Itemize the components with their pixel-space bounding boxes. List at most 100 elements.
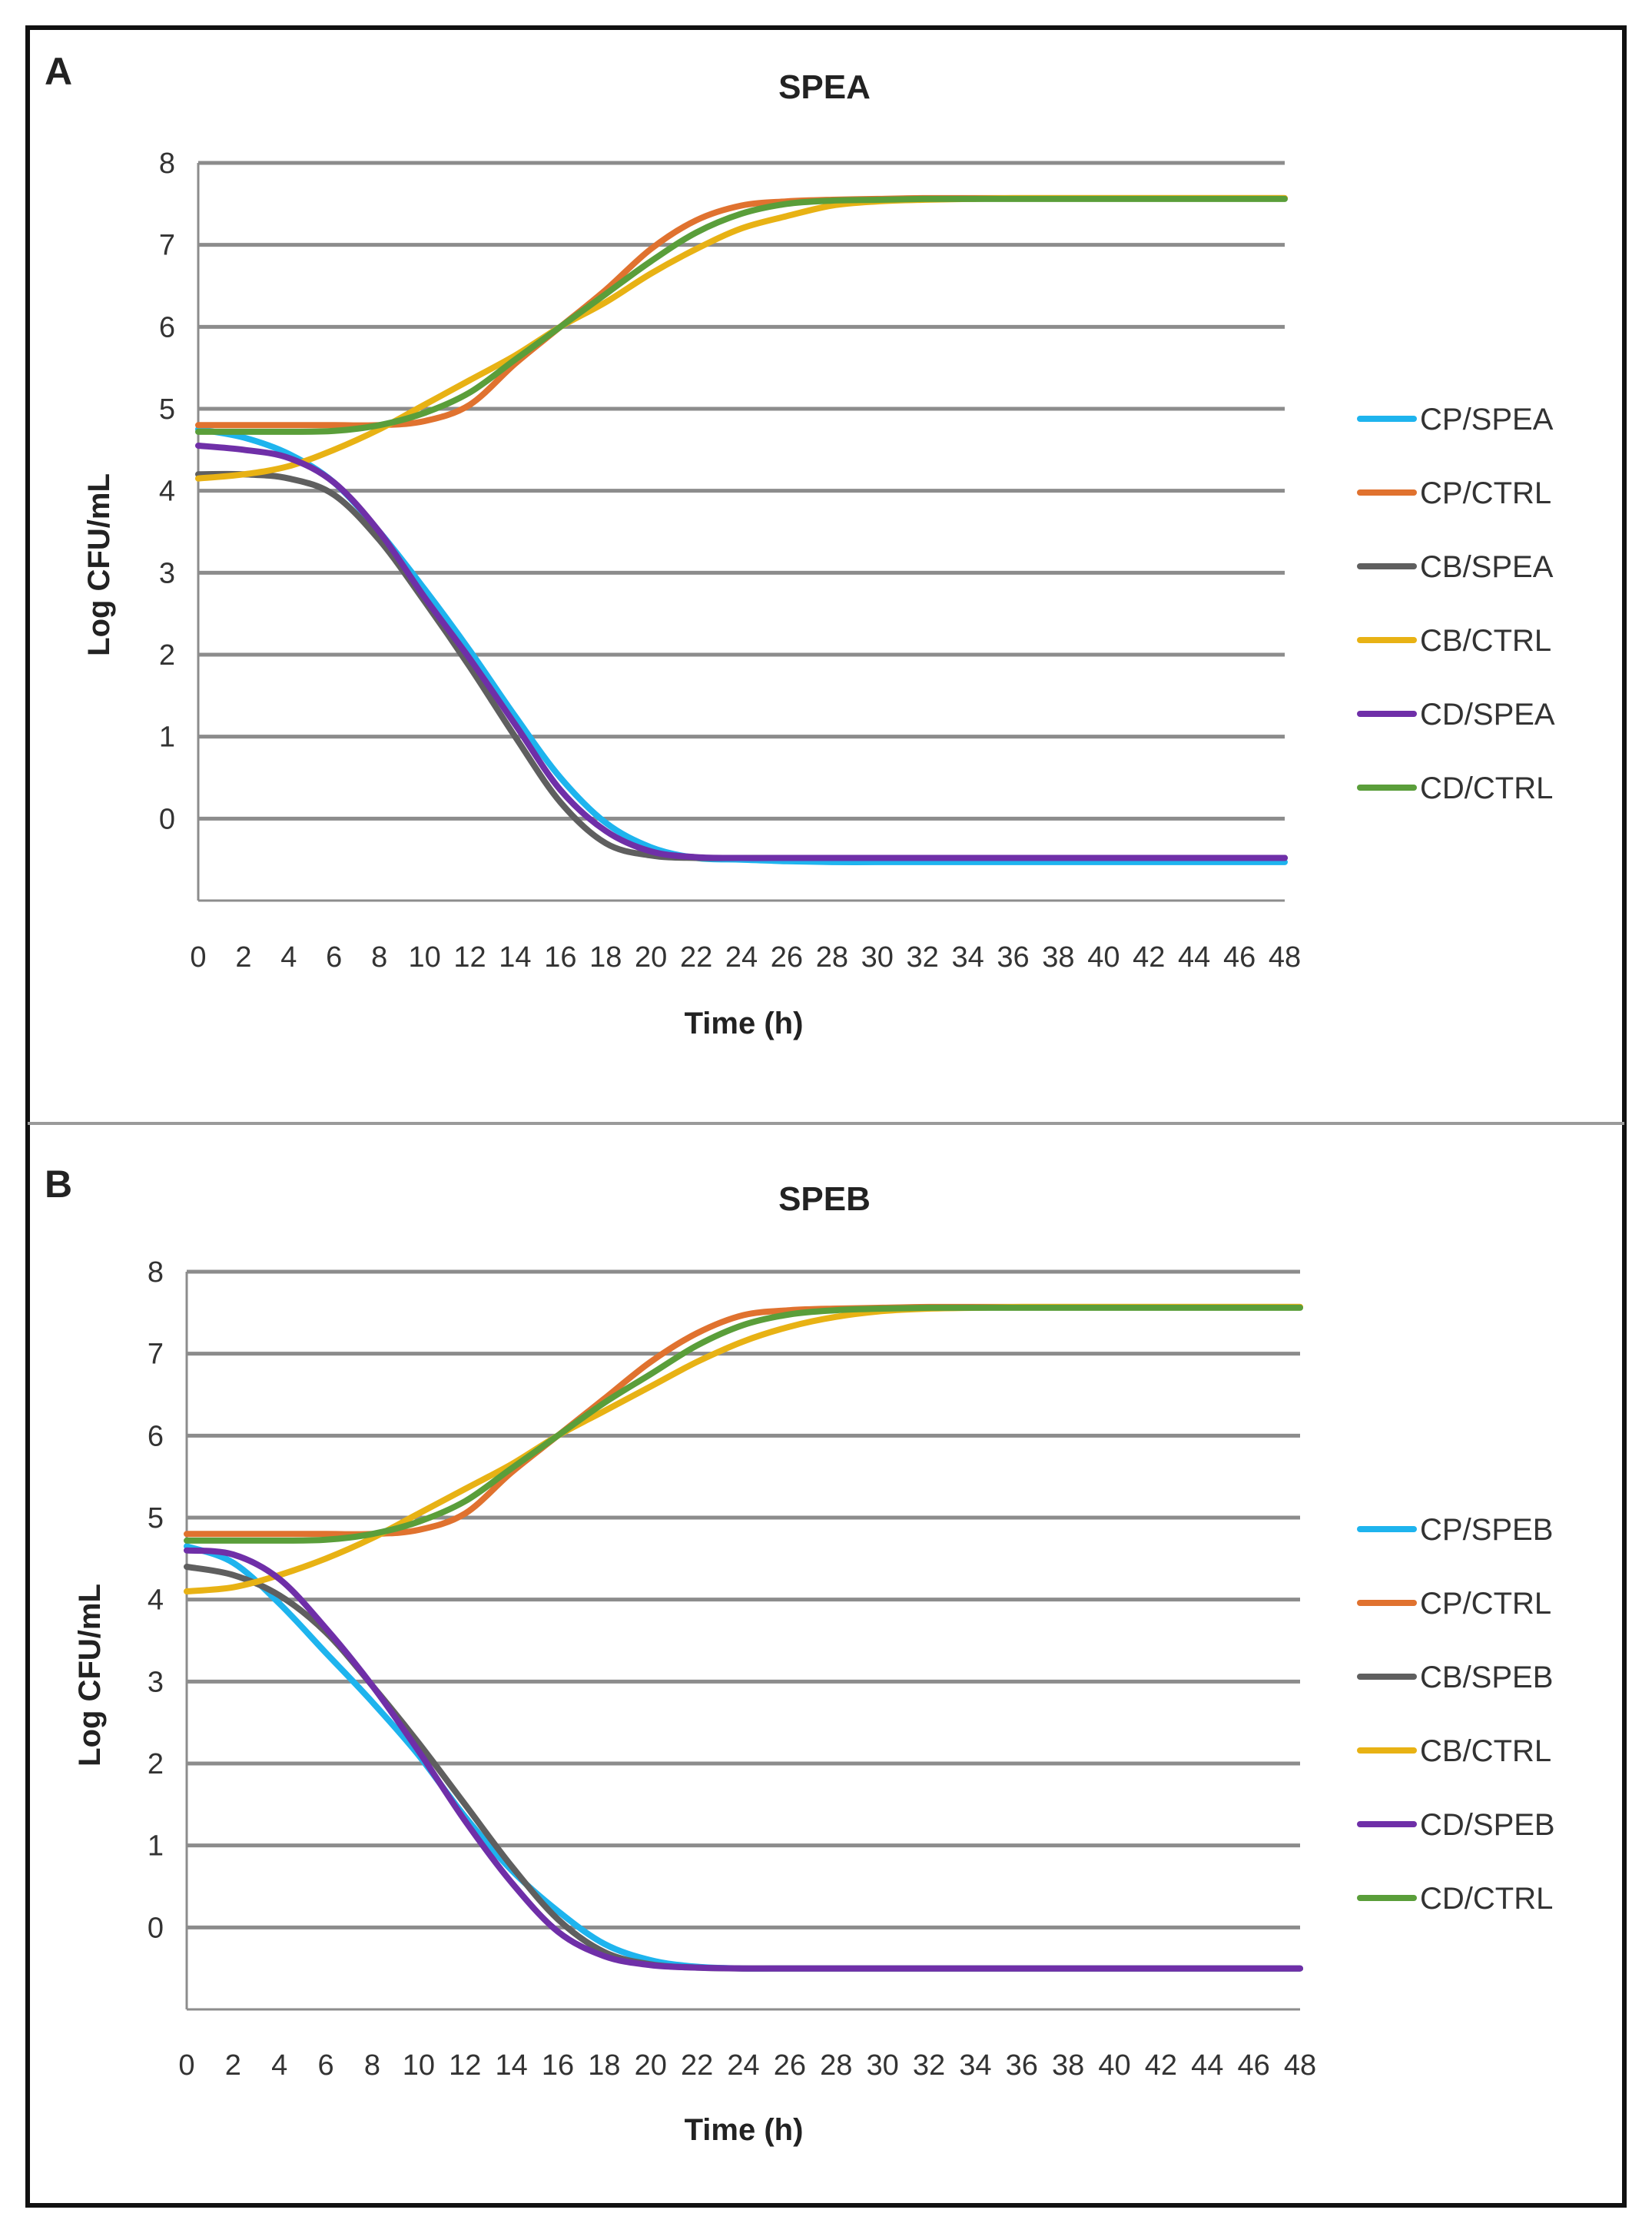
series-line-cd-spea bbox=[195, 443, 1288, 861]
legend-label: CD/SPEA bbox=[1420, 698, 1555, 732]
x-tick-label: 18 bbox=[589, 941, 622, 974]
x-tick-label: 44 bbox=[1178, 941, 1210, 974]
legend: CP/SPEB CP/CTRL CB/SPEB CB/CTRL CD/SPEB CD/CT… bbox=[1357, 1513, 1555, 1916]
y-tick-label: 0 bbox=[148, 1912, 164, 1944]
x-tick-label: 28 bbox=[816, 941, 848, 974]
y-tick-label: 4 bbox=[159, 476, 175, 508]
x-tick-label: 2 bbox=[225, 2049, 241, 2082]
legend-label: CD/CTRL bbox=[1420, 771, 1553, 805]
x-tick-label: 46 bbox=[1237, 2049, 1269, 2082]
legend: CP/SPEA CP/CTRL CB/SPEA CB/CTRL CD/SPEA CD/CT… bbox=[1357, 403, 1555, 805]
x-tick-label: 10 bbox=[408, 941, 440, 974]
series-line-cd-speb bbox=[184, 1547, 1303, 1972]
x-tick-label: 14 bbox=[495, 2049, 527, 2082]
legend-label: CB/CTRL bbox=[1420, 624, 1551, 658]
series-line-cb-ctrl bbox=[184, 1303, 1303, 1594]
x-tick-label: 46 bbox=[1223, 941, 1256, 974]
y-tick-label: 0 bbox=[159, 803, 175, 835]
x-tick-label: 0 bbox=[190, 941, 206, 974]
x-axis-label: Time (h) bbox=[685, 2113, 804, 2147]
x-tick-label: 26 bbox=[774, 2049, 806, 2082]
x-tick-labels: 0 2 4 6 8 10 12 14 16 18 20 22 24 26 28 30 32 34 36 38 40 42 4… bbox=[178, 2049, 1316, 2082]
series-line-cd-ctrl bbox=[195, 195, 1288, 435]
x-tick-label: 24 bbox=[727, 2049, 759, 2082]
series-line-cb-ctrl bbox=[195, 194, 1288, 482]
y-tick-label: 1 bbox=[159, 722, 175, 754]
series-line-cp-speb bbox=[184, 1543, 1303, 1972]
x-tick-label: 4 bbox=[271, 2049, 287, 2082]
series-line-cp-ctrl bbox=[195, 194, 1288, 429]
x-tick-label: 18 bbox=[588, 2049, 620, 2082]
x-tick-label: 0 bbox=[178, 2049, 194, 2082]
x-tick-label: 6 bbox=[318, 2049, 334, 2082]
legend-label: CB/SPEB bbox=[1420, 1661, 1553, 1694]
x-tick-label: 6 bbox=[326, 941, 342, 974]
x-tick-label: 36 bbox=[997, 941, 1029, 974]
y-tick-label: 2 bbox=[159, 639, 175, 672]
x-tick-label: 16 bbox=[544, 941, 576, 974]
x-tick-label: 32 bbox=[913, 2049, 945, 2082]
gridlines bbox=[187, 1269, 1300, 1929]
x-tick-label: 32 bbox=[907, 941, 939, 974]
x-tick-label: 26 bbox=[771, 941, 803, 974]
y-tick-label: 7 bbox=[148, 1339, 164, 1371]
y-tick-labels: 0 1 2 3 4 5 6 7 8 bbox=[159, 148, 175, 835]
panel-label: B bbox=[45, 1163, 72, 1206]
legend-label: CP/SPEA bbox=[1420, 403, 1554, 436]
x-tick-label: 22 bbox=[680, 941, 712, 974]
x-tick-label: 44 bbox=[1191, 2049, 1223, 2082]
y-tick-label: 6 bbox=[159, 311, 175, 343]
y-tick-label: 4 bbox=[148, 1584, 164, 1617]
y-axis-label: Log CFU/mL bbox=[73, 1584, 107, 1767]
x-tick-label: 10 bbox=[403, 2049, 435, 2082]
x-axis-label: Time (h) bbox=[685, 1007, 804, 1040]
x-tick-label: 38 bbox=[1042, 941, 1074, 974]
y-tick-label: 5 bbox=[148, 1502, 164, 1535]
x-tick-label: 34 bbox=[951, 941, 984, 974]
x-tick-label: 8 bbox=[364, 2049, 380, 2082]
series-line-cb-speb bbox=[184, 1564, 1303, 1972]
chart-title: SPEA bbox=[778, 68, 871, 106]
figure-frame bbox=[25, 25, 1627, 2208]
axes bbox=[197, 163, 1285, 902]
y-tick-label: 1 bbox=[148, 1830, 164, 1863]
legend-label: CD/SPEB bbox=[1420, 1808, 1555, 1842]
legend-label: CD/CTRL bbox=[1420, 1882, 1553, 1916]
chart-title: SPEB bbox=[778, 1180, 871, 1218]
legend-label: CP/CTRL bbox=[1420, 1587, 1551, 1621]
y-tick-label: 8 bbox=[159, 148, 175, 180]
x-tick-label: 48 bbox=[1284, 2049, 1316, 2082]
plot-series bbox=[184, 1303, 1303, 1972]
series-line-cp-spea bbox=[195, 426, 1288, 865]
x-tick-label: 12 bbox=[453, 941, 486, 974]
plot-series bbox=[195, 194, 1288, 865]
y-tick-labels: 0 1 2 3 4 5 6 7 8 bbox=[148, 1256, 164, 1944]
x-tick-label: 40 bbox=[1087, 941, 1120, 974]
y-tick-label: 3 bbox=[159, 557, 175, 589]
x-tick-label: 42 bbox=[1145, 2049, 1177, 2082]
x-tick-label: 48 bbox=[1269, 941, 1301, 974]
legend-label: CB/SPEA bbox=[1420, 550, 1554, 584]
legend-label: CB/CTRL bbox=[1420, 1734, 1551, 1768]
panel-label: A bbox=[45, 50, 72, 93]
x-tick-label: 22 bbox=[681, 2049, 713, 2082]
y-tick-label: 6 bbox=[148, 1420, 164, 1452]
y-tick-label: 7 bbox=[159, 230, 175, 262]
legend-label: CP/SPEB bbox=[1420, 1513, 1553, 1547]
series-line-cd-ctrl bbox=[184, 1304, 1303, 1544]
x-tick-label: 4 bbox=[280, 941, 297, 974]
x-tick-label: 42 bbox=[1133, 941, 1165, 974]
axes bbox=[185, 1272, 1300, 2011]
x-tick-label: 8 bbox=[371, 941, 387, 974]
y-tick-label: 8 bbox=[148, 1256, 164, 1289]
x-tick-label: 16 bbox=[542, 2049, 574, 2082]
x-tick-labels: 0 2 4 6 8 10 12 14 16 18 20 22 24 26 28 30 32 34 36 38 40 42 4… bbox=[190, 941, 1301, 974]
y-tick-label: 2 bbox=[148, 1748, 164, 1780]
y-tick-label: 5 bbox=[159, 393, 175, 426]
x-tick-label: 30 bbox=[861, 941, 894, 974]
y-axis-label: Log CFU/mL bbox=[82, 473, 116, 656]
x-tick-label: 40 bbox=[1098, 2049, 1130, 2082]
